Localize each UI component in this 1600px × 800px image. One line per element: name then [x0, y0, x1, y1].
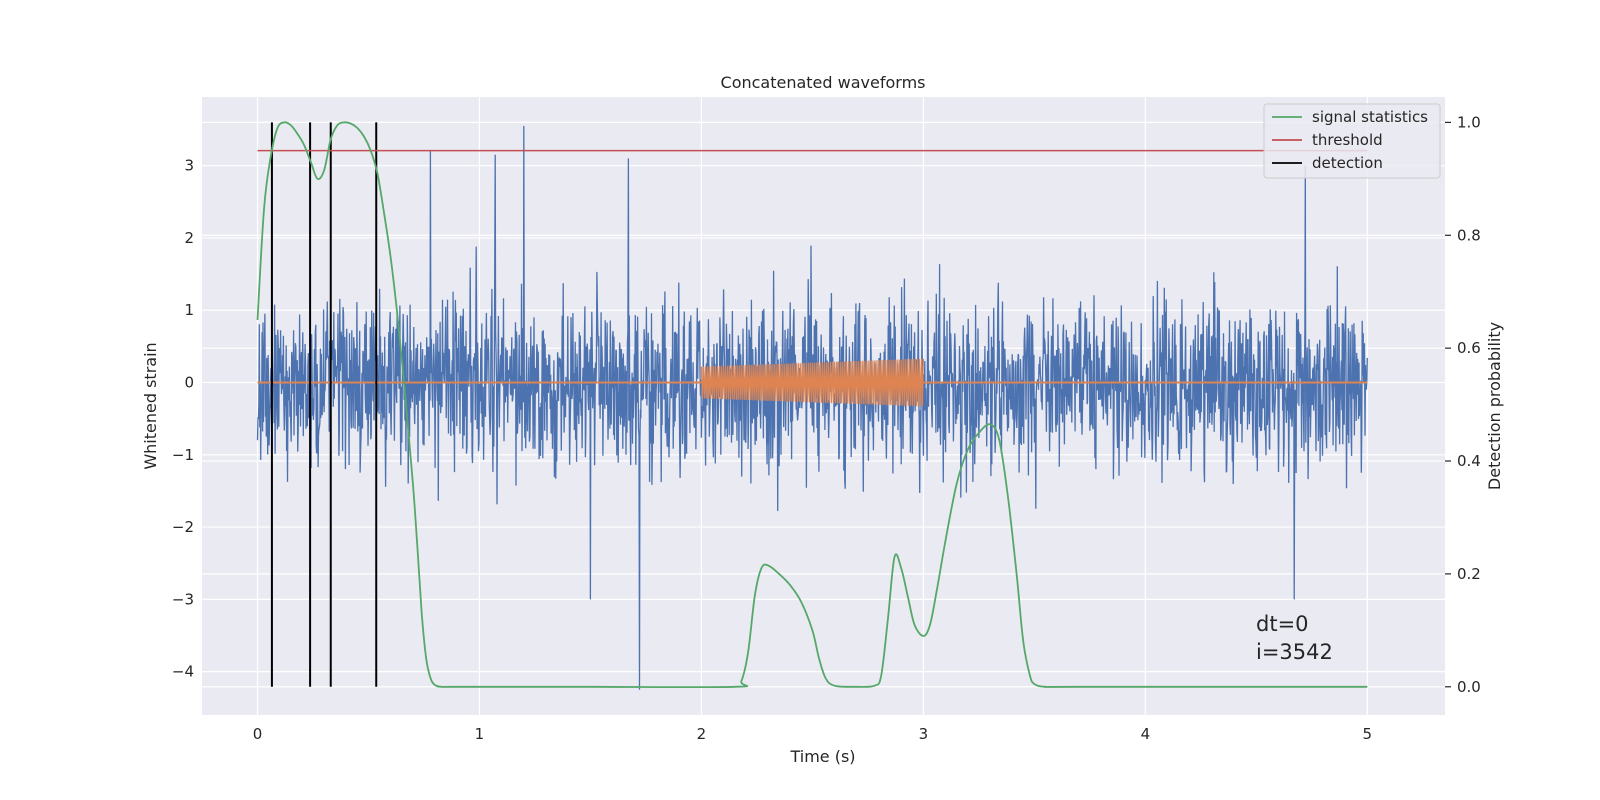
y-axis-label: Whitened strain: [141, 342, 160, 469]
y2-tick-label: 0.4: [1457, 452, 1481, 470]
y-tick-label: 0: [184, 374, 194, 392]
y-tick-label: −3: [172, 590, 194, 608]
legend-label-detection: detection: [1312, 154, 1383, 172]
x-tick-label: 4: [1141, 725, 1151, 743]
legend-label-signal-statistics: signal statistics: [1312, 108, 1428, 126]
legend-box: [1263, 103, 1441, 179]
chart-title: Concatenated waveforms: [721, 73, 926, 92]
y-axis-ticks: −4 −3 −2 −1 0 1 2 3: [172, 157, 194, 681]
legend: signal statistics threshold detection: [1263, 103, 1441, 179]
y2-tick-label: 0.8: [1457, 226, 1481, 244]
y-tick-label: 2: [184, 229, 194, 247]
y-tick-label: 3: [184, 157, 194, 175]
series-template: [700, 358, 924, 407]
x-tick-label: 2: [697, 725, 707, 743]
y-tick-label: −4: [172, 663, 194, 681]
annotation-i: i=3542: [1256, 640, 1333, 664]
annotation-dt: dt=0: [1256, 612, 1309, 636]
y2-tick-label: 0.6: [1457, 339, 1481, 357]
y2-tick-label: 0.0: [1457, 678, 1481, 696]
x-tick-label: 3: [919, 725, 929, 743]
x-tick-label: 5: [1363, 725, 1373, 743]
y2-axis-label: Detection probability: [1485, 322, 1504, 490]
x-axis-label: Time (s): [789, 747, 855, 766]
series-signal-statistics: [256, 121, 1368, 689]
y-tick-label: 1: [184, 301, 194, 319]
y2-axis-ticks: 0.0 0.2 0.4 0.6 0.8 1.0: [1445, 113, 1481, 696]
x-axis-ticks: 0 1 2 3 4 5: [253, 725, 1372, 743]
y-tick-label: −1: [172, 446, 194, 464]
y2-tick-label: 1.0: [1457, 113, 1481, 131]
legend-label-threshold: threshold: [1312, 131, 1383, 149]
y-tick-label: −2: [172, 518, 194, 536]
x-tick-label: 1: [475, 725, 485, 743]
y2-tick-label: 0.2: [1457, 565, 1481, 583]
x-tick-label: 0: [253, 725, 263, 743]
series-strain: [256, 125, 1368, 690]
detection-lines: [270, 122, 378, 687]
